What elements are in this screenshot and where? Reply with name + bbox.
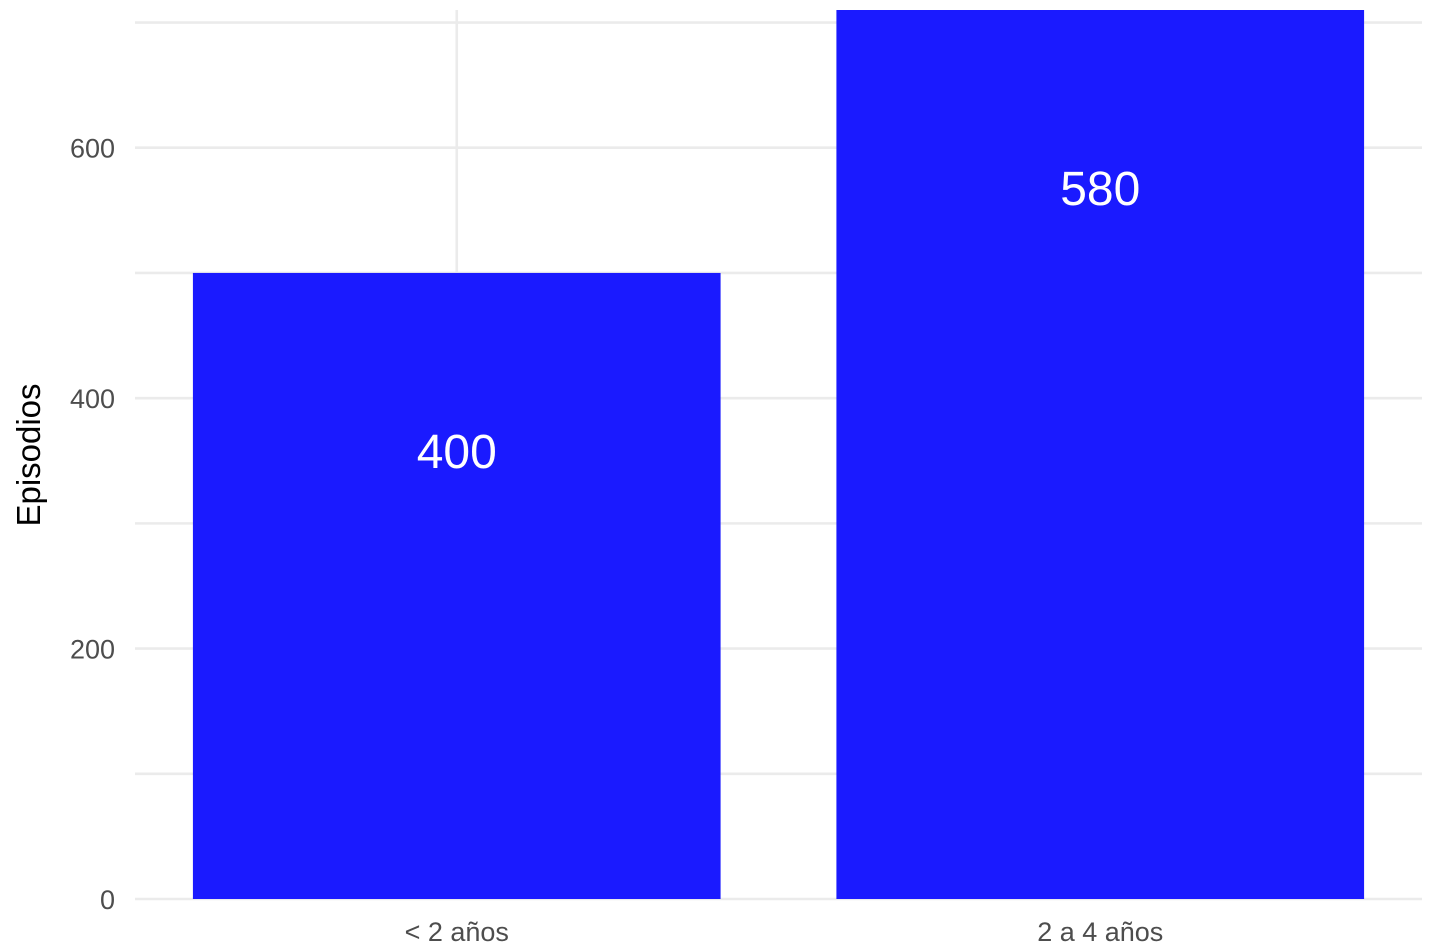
bar-label-1: 580 xyxy=(1060,163,1140,216)
y-tick-label-0: 0 xyxy=(100,885,115,915)
y-axis-label: Episodios xyxy=(10,383,47,526)
y-tick-label-2: 400 xyxy=(70,384,115,414)
y-tick-label-3: 600 xyxy=(70,134,115,164)
x-tick-label-1: 2 a 4 años xyxy=(1037,917,1163,947)
y-tick-label-1: 200 xyxy=(70,635,115,665)
bar-label-0: 400 xyxy=(417,426,497,479)
bar-1 xyxy=(836,10,1365,899)
bars xyxy=(192,10,1365,899)
y-axis-ticks: 0 200 400 600 xyxy=(70,134,115,915)
bar-0 xyxy=(192,272,721,899)
bar-labels: 400 580 xyxy=(417,163,1141,479)
x-tick-label-0: < 2 años xyxy=(405,917,509,947)
x-axis-ticks: < 2 años 2 a 4 años xyxy=(405,917,1164,947)
